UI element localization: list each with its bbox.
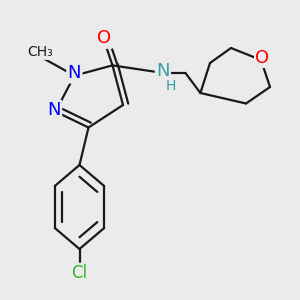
Text: N: N	[156, 61, 170, 80]
Text: Cl: Cl	[71, 264, 88, 282]
Text: H: H	[166, 80, 176, 93]
Text: CH₃: CH₃	[28, 45, 53, 59]
Text: O: O	[255, 49, 270, 67]
Text: N: N	[47, 101, 61, 119]
Text: O: O	[97, 29, 112, 47]
Text: N: N	[68, 64, 81, 82]
